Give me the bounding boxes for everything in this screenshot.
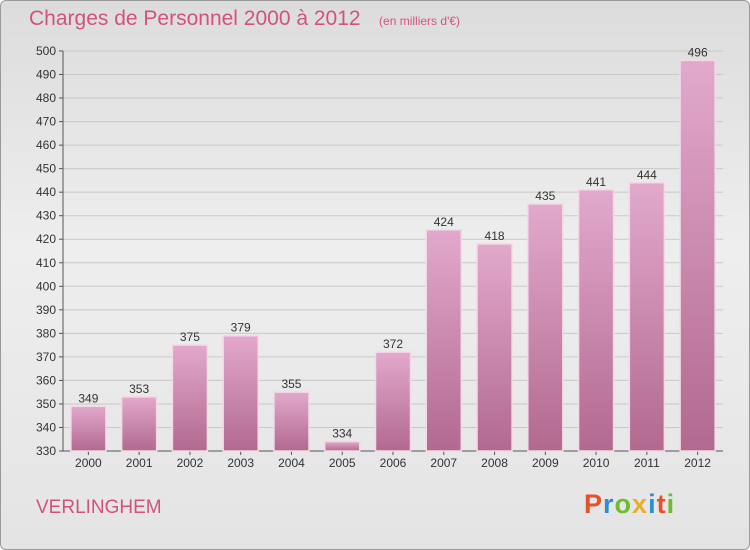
value-label-2011: 444 [637,168,657,182]
value-label-2009: 435 [535,189,555,203]
chart-subtitle: (en milliers d'€) [379,14,461,28]
y-tick-label: 360 [36,373,56,387]
x-tick-label-2011: 2011 [634,456,660,470]
y-tick-label: 450 [36,162,56,176]
x-tick-label-2007: 2007 [430,456,457,470]
logo-letter: x [632,489,649,519]
logo-letter: i [648,489,657,519]
y-tick-label: 340 [36,420,56,434]
y-tick-label: 370 [36,350,56,364]
title-row: Charges de Personnel 2000 à 2012 (en mil… [29,7,460,31]
y-tick-label: 440 [36,185,56,199]
bar-2002 [171,344,209,452]
x-tick-label-2000: 2000 [75,456,102,470]
value-label-2010: 441 [586,175,606,189]
bar-2000 [70,405,107,452]
bar-2012 [679,59,716,452]
y-tick-label: 470 [36,115,56,129]
x-tick-label-2009: 2009 [532,456,559,470]
bar-2001 [120,396,158,452]
x-tick-label-2001: 2001 [126,456,153,470]
x-tick-label-2010: 2010 [583,456,610,470]
y-tick-label: 400 [36,279,56,293]
bars: 349 353 375 379 355 334 372 424 418 435 441 444 496 [70,45,716,452]
commune-name: VERLINGHEM [36,497,162,518]
x-tick-label-2012: 2012 [684,456,711,470]
chart-title: Charges de Personnel 2000 à 2012 [29,7,361,30]
bar-2007 [425,229,463,452]
value-label-2000: 349 [78,391,98,405]
value-label-2012: 496 [688,45,708,59]
y-tick-label: 420 [36,232,56,246]
value-label-2002: 375 [180,330,200,344]
y-tick-label: 460 [36,138,56,152]
y-tick-label: 380 [36,326,56,340]
bar-2010 [577,189,615,452]
value-label-2007: 424 [434,215,454,229]
axes: 330 340 350 360 370 380 390 400 410 420 430 440 450 4… [36,44,723,470]
proxiti-logo[interactable]: Proxiti [584,489,675,520]
x-tick-label-2004: 2004 [278,456,305,470]
y-tick-label: 500 [36,44,56,58]
bar-2004 [273,391,310,452]
logo-letter: t [656,489,667,519]
value-label-2004: 355 [281,377,301,391]
logo-letter: i [666,489,676,519]
y-tick-label: 410 [36,256,56,270]
x-tick-label-2005: 2005 [329,456,356,470]
value-label-2008: 418 [485,229,505,243]
x-tick-label-2002: 2002 [177,456,204,470]
logo-letter: P [584,489,604,519]
y-tick-label: 350 [36,397,56,411]
value-label-2005: 334 [332,427,352,441]
y-tick-label: 430 [36,209,56,223]
bar-2008 [476,243,513,452]
x-tick-label-2006: 2006 [380,456,407,470]
value-label-2001: 353 [129,382,149,396]
bar-2005 [323,440,361,452]
y-tick-label: 390 [36,303,56,317]
bar-2003 [222,334,259,452]
y-tick-label: 490 [36,68,56,82]
y-tick-label: 330 [36,444,56,458]
value-label-2006: 372 [383,337,403,351]
y-tick-label: 480 [36,91,56,105]
logo-letter: o [614,489,633,519]
x-tick-label-2008: 2008 [481,456,508,470]
logo-letter: r [603,489,615,519]
bar-2006 [374,351,412,452]
bar-2009 [527,203,564,452]
value-label-2003: 379 [231,321,251,335]
bar-2011 [628,182,666,452]
x-tick-label-2003: 2003 [227,456,254,470]
